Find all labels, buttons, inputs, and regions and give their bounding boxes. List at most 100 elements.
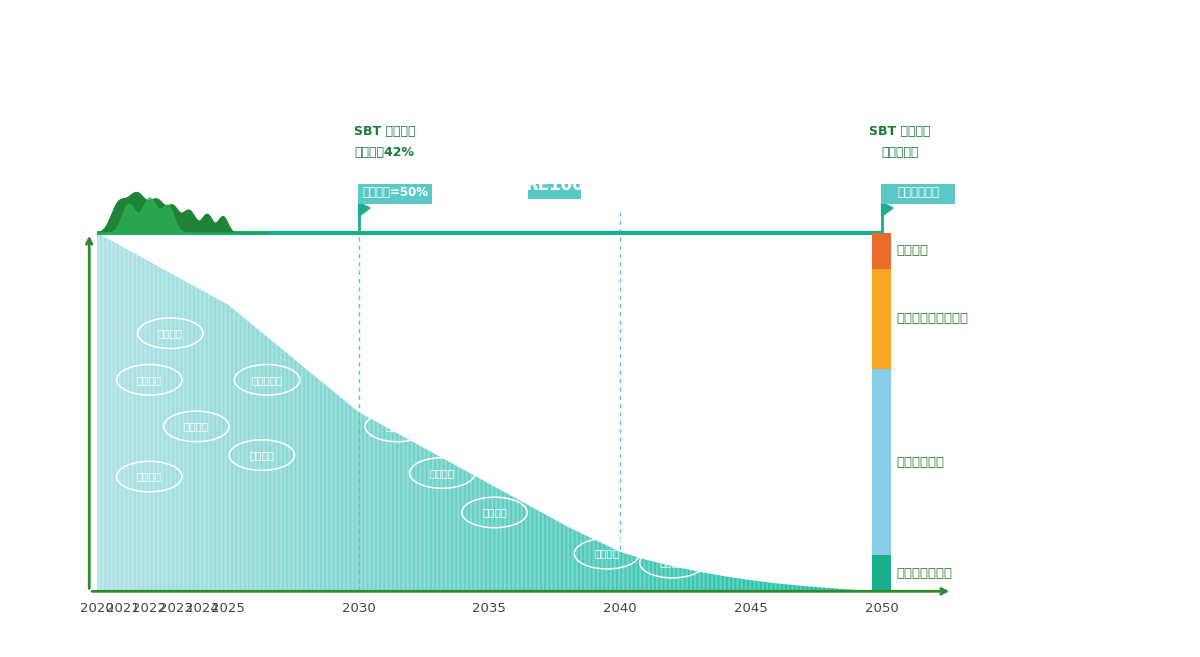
Polygon shape (680, 568, 682, 591)
Polygon shape (624, 553, 625, 591)
Polygon shape (670, 566, 671, 591)
Polygon shape (510, 495, 511, 591)
Polygon shape (433, 453, 434, 591)
Polygon shape (344, 401, 346, 591)
Polygon shape (488, 484, 490, 591)
Polygon shape (253, 325, 254, 591)
Polygon shape (820, 587, 821, 591)
Polygon shape (523, 502, 524, 591)
Polygon shape (590, 538, 592, 591)
Polygon shape (200, 290, 202, 591)
Polygon shape (440, 457, 442, 591)
Polygon shape (734, 578, 736, 591)
Polygon shape (246, 320, 247, 591)
Polygon shape (388, 428, 389, 591)
Polygon shape (534, 509, 536, 591)
Polygon shape (352, 406, 353, 591)
Polygon shape (790, 585, 791, 591)
Polygon shape (749, 580, 750, 591)
Polygon shape (257, 328, 258, 591)
FancyBboxPatch shape (872, 269, 890, 369)
Polygon shape (214, 297, 215, 591)
Polygon shape (556, 520, 557, 591)
Polygon shape (782, 584, 784, 591)
Polygon shape (360, 413, 361, 591)
Polygon shape (142, 258, 143, 591)
Polygon shape (152, 263, 154, 591)
Polygon shape (802, 586, 803, 591)
Polygon shape (122, 246, 124, 591)
Polygon shape (414, 442, 415, 591)
Polygon shape (353, 407, 354, 591)
Polygon shape (661, 564, 662, 591)
Polygon shape (484, 480, 485, 591)
Polygon shape (398, 434, 400, 591)
Text: 負碳技術: 負碳技術 (594, 549, 619, 558)
Polygon shape (263, 334, 265, 591)
Polygon shape (600, 542, 601, 591)
Polygon shape (568, 526, 569, 591)
Polygon shape (815, 587, 816, 591)
Text: 碳匯及負碳技術: 碳匯及負碳技術 (896, 567, 952, 580)
Polygon shape (210, 294, 211, 591)
Polygon shape (410, 440, 412, 591)
Polygon shape (628, 554, 629, 591)
Polygon shape (323, 382, 324, 591)
Polygon shape (656, 562, 658, 591)
Polygon shape (176, 277, 179, 591)
Polygon shape (631, 555, 632, 591)
Polygon shape (430, 451, 431, 591)
Polygon shape (326, 386, 328, 591)
Polygon shape (677, 567, 678, 591)
Polygon shape (103, 237, 104, 591)
Text: 綠能基金: 綠能基金 (250, 450, 275, 460)
Polygon shape (400, 434, 401, 591)
Polygon shape (698, 572, 700, 591)
Polygon shape (662, 564, 664, 591)
Polygon shape (395, 432, 396, 591)
Polygon shape (703, 572, 704, 591)
Polygon shape (139, 256, 140, 591)
Polygon shape (274, 342, 275, 591)
Polygon shape (208, 293, 209, 591)
Polygon shape (222, 301, 223, 591)
FancyBboxPatch shape (882, 181, 955, 204)
Polygon shape (271, 340, 272, 591)
Polygon shape (469, 472, 470, 591)
Polygon shape (828, 588, 829, 591)
Polygon shape (308, 371, 310, 591)
Polygon shape (286, 352, 287, 591)
Polygon shape (532, 507, 533, 591)
Polygon shape (318, 379, 319, 591)
Polygon shape (796, 585, 797, 591)
Polygon shape (854, 590, 856, 591)
Polygon shape (623, 553, 624, 591)
Polygon shape (434, 454, 437, 591)
Polygon shape (376, 422, 377, 591)
Polygon shape (343, 399, 344, 591)
Polygon shape (218, 300, 220, 591)
Polygon shape (725, 576, 726, 591)
Polygon shape (738, 578, 739, 591)
Polygon shape (614, 549, 616, 591)
Polygon shape (856, 590, 857, 591)
Text: 低碳設計: 低碳設計 (482, 507, 508, 518)
Polygon shape (503, 491, 504, 591)
Polygon shape (719, 576, 720, 591)
Polygon shape (824, 587, 826, 591)
Polygon shape (592, 539, 594, 591)
Polygon shape (338, 396, 340, 591)
Polygon shape (664, 564, 666, 591)
Polygon shape (300, 364, 301, 591)
Polygon shape (470, 473, 472, 591)
Polygon shape (552, 518, 553, 591)
Text: 太陽能建設: 太陽能建設 (252, 374, 283, 385)
Polygon shape (408, 439, 409, 591)
Polygon shape (740, 579, 742, 591)
Polygon shape (174, 275, 175, 591)
Polygon shape (599, 541, 600, 591)
Polygon shape (570, 528, 571, 591)
Polygon shape (589, 537, 590, 591)
Polygon shape (548, 516, 551, 591)
Polygon shape (358, 411, 359, 591)
